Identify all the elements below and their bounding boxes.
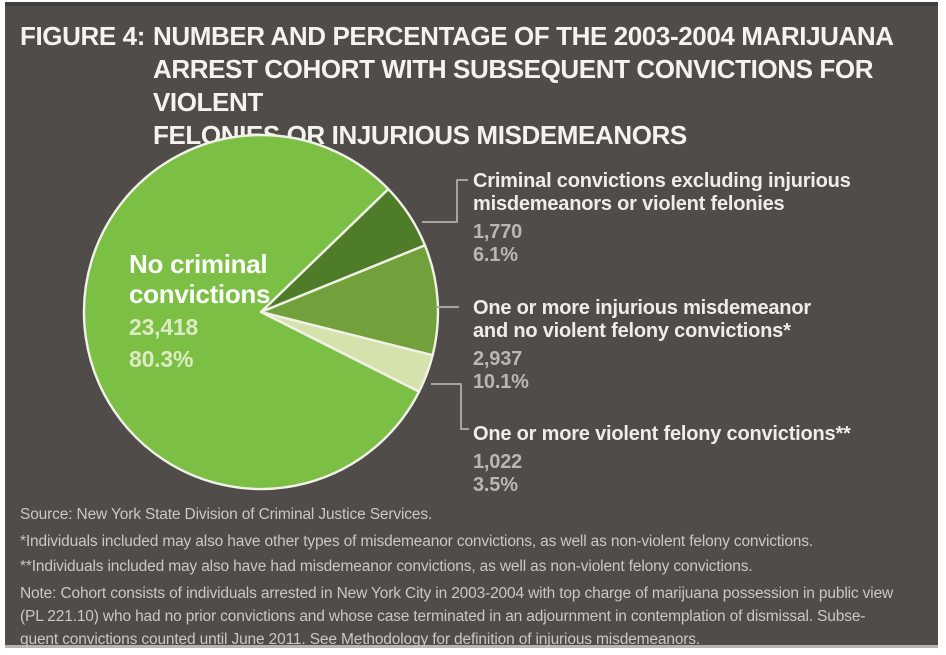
footnotes: Source: New York State Division of Crimi… bbox=[20, 506, 932, 648]
callout-text-line: misdemeanors or violent felonies bbox=[473, 193, 785, 215]
asterisk-note-1: *Individuals included may also have othe… bbox=[20, 533, 814, 550]
callout-count: 1,022 bbox=[473, 451, 523, 473]
callout-percent: 3.5% bbox=[473, 474, 518, 496]
figure-number-label: FIGURE 4: bbox=[20, 21, 145, 51]
callout-text-line: and no violent felony convictions* bbox=[473, 320, 791, 342]
slice-percent: 80.3% bbox=[129, 346, 194, 372]
callout-text-line: Criminal convictions excluding injurious bbox=[473, 170, 851, 192]
figure-title-text: NUMBER AND PERCENTAGE OF THE 2003-2004 M… bbox=[152, 21, 894, 150]
source-note: Source: New York State Division of Crimi… bbox=[20, 506, 433, 523]
callout-text-line: One or more violent felony convictions** bbox=[473, 423, 851, 445]
figure-title: FIGURE 4: NUMBER AND PERCENTAGE OF THE 2… bbox=[20, 20, 925, 152]
pie-slice-label-no-criminal: No criminal convictions 23,418 80.3% bbox=[129, 249, 319, 373]
slice-name-line: convictions bbox=[129, 279, 271, 309]
callout-label-criminal-convictions: Criminal convictions excluding injurious… bbox=[473, 170, 938, 267]
slice-count: 23,418 bbox=[129, 314, 199, 340]
callout-count: 2,937 bbox=[473, 348, 523, 370]
callout-label-violent-felony: One or more violent felony convictions**… bbox=[473, 423, 938, 497]
pie-slice bbox=[259, 244, 440, 357]
callout-text-line: One or more injurious misdemeanor bbox=[473, 297, 811, 319]
asterisk-note-2: **Individuals included may also have had… bbox=[20, 558, 753, 575]
pie-chart bbox=[75, 126, 447, 498]
pie-svg bbox=[82, 133, 440, 491]
slice-name-line: No criminal bbox=[129, 249, 268, 279]
callout-percent: 6.1% bbox=[473, 244, 518, 266]
methodology-note: Note: Cohort consists of individuals arr… bbox=[20, 585, 894, 648]
pie-slice bbox=[82, 133, 421, 491]
callout-percent: 10.1% bbox=[473, 371, 529, 393]
callout-label-injurious-misdemeanor: One or more injurious misdemeanor and no… bbox=[473, 297, 938, 394]
callout-count: 1,770 bbox=[473, 221, 523, 243]
